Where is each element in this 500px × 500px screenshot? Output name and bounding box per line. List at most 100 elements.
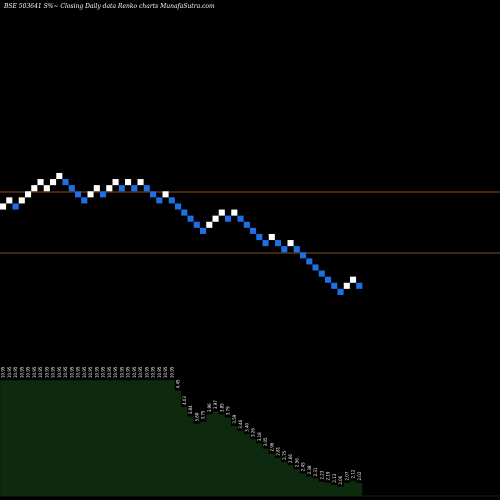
lower-panel-label: 10.95 [163, 366, 168, 378]
renko-brick-down [168, 197, 175, 204]
lower-panel-label: 2.12 [351, 469, 356, 478]
renko-brick-up [343, 282, 350, 289]
renko-brick-down [306, 258, 313, 265]
lower-panel-label: 10.95 [76, 366, 81, 378]
lower-panel-label: 10.95 [94, 366, 99, 378]
renko-brick-down [262, 240, 269, 247]
lower-panel-label: 10.95 [26, 366, 31, 378]
lower-panel-label: 3.97 [213, 400, 218, 409]
lower-panel-label: 3.84 [188, 405, 193, 414]
lower-panel-label: 2.45 [301, 462, 306, 471]
renko-brick-down [225, 215, 232, 222]
lower-panel-label: 2.06 [338, 475, 343, 484]
renko-brick-down [187, 215, 194, 222]
renko-brick-down [356, 282, 363, 289]
renko-brick-down [131, 185, 138, 192]
renko-brick-up [56, 172, 63, 180]
renko-brick-up [106, 185, 113, 192]
lower-panel-label: 2.07 [344, 471, 349, 480]
renko-brick-up [218, 209, 225, 216]
lower-panel-label: 10.95 [38, 366, 43, 378]
renko-brick-up [350, 276, 357, 283]
lower-panel-label: 3.79 [226, 406, 231, 415]
renko-brick-up [6, 197, 13, 204]
lower-panel-label: 10.95 [82, 366, 87, 378]
lower-panel-label: 2.56 [294, 458, 299, 467]
renko-brick-down [118, 185, 125, 192]
renko-brick-down [318, 270, 325, 277]
lower-panel: 10.95 10.95 10.95 10.95 10.95 10.95 10.95 10.95… [0, 366, 500, 497]
lower-panel-label: 10.95 [13, 366, 18, 378]
renko-brick-up [37, 179, 44, 186]
renko-brick-down [68, 185, 75, 192]
lower-panel-label: 4.45 [176, 379, 181, 388]
renko-brick-down [275, 240, 282, 247]
lower-panel-label: 3.68 [194, 412, 199, 421]
renko-brick-down [325, 276, 332, 283]
lower-panel-label: 3.18 [257, 432, 262, 441]
renko-brick-up [93, 185, 100, 192]
lower-panel-label: 4.03 [182, 396, 187, 405]
lower-panel-label: 2.19 [326, 471, 331, 480]
lower-panel-label: 10.95 [157, 366, 162, 378]
lower-panel-label: 10.95 [51, 366, 56, 378]
renko-brick-up [0, 203, 7, 210]
renko-brick-down [256, 233, 263, 241]
renko-brick-down [143, 185, 150, 192]
lower-panel-label: 10.95 [138, 366, 143, 378]
lower-panel-label: 2.75 [282, 450, 287, 459]
renko-brick-up [43, 185, 50, 192]
lower-panel-label: 10.95 [63, 366, 68, 378]
lower-panel-label: 10.95 [57, 366, 62, 378]
lower-panel-label: 10.95 [132, 366, 137, 378]
lower-panel-label: 10.95 [119, 366, 124, 378]
renko-brick-up [212, 215, 219, 222]
renko-brick-down [12, 203, 19, 210]
renko-brick-down [193, 221, 200, 228]
renko-brick-down [337, 288, 344, 295]
lower-panel-label: 10.95 [144, 366, 149, 378]
renko-brick-up [268, 233, 275, 241]
lower-panel-label: 10.95 [69, 366, 74, 378]
renko-brick-down [250, 227, 257, 234]
lower-panel-label: 10.95 [126, 366, 131, 378]
renko-brick-down [81, 197, 88, 204]
renko-brick-down [293, 246, 300, 253]
renko-brick-down [156, 197, 163, 204]
renko-brick-down [75, 191, 82, 198]
lower-panel-label: 10.95 [169, 366, 174, 378]
lower-panel-label: 3.85 [219, 403, 224, 412]
renko-brick-down [243, 221, 250, 228]
renko-bricks [0, 172, 363, 295]
renko-brick-up [206, 221, 213, 228]
renko-brick-up [31, 185, 38, 192]
lower-panel-label: 2.02 [357, 471, 362, 480]
renko-brick-up [137, 179, 144, 186]
chart-title: BSE 503641 S%~ Closing Daily data Renko … [3, 3, 215, 10]
renko-brick-up [25, 191, 32, 198]
lower-panel-label: 3.05 [263, 437, 268, 446]
lower-panel-label: 3.26 [251, 428, 256, 437]
renko-brick-down [300, 252, 307, 259]
lower-panel-label: 10.95 [7, 366, 12, 378]
lower-panel-label: 2.13 [332, 473, 337, 482]
renko-brick-down [62, 179, 69, 186]
lower-panel-label: 2.66 [288, 454, 293, 463]
lower-panel-label: 3.40 [244, 422, 249, 431]
lower-panel-label: 2.38 [307, 465, 312, 474]
lower-panel-label: 10.95 [107, 366, 112, 378]
lower-panel-label: 2.96 [269, 442, 274, 451]
renko-brick-up [87, 191, 94, 198]
lower-panel-label: 3.96 [207, 403, 212, 412]
renko-brick-down [312, 264, 319, 271]
renko-brick-up [50, 179, 57, 186]
renko-brick-down [281, 246, 288, 253]
renko-brick-up [112, 179, 119, 186]
renko-brick-down [200, 227, 207, 234]
renko-brick-down [237, 215, 244, 222]
lower-panel-label: 3.59 [232, 414, 237, 423]
lower-panel-label: 10.95 [1, 366, 6, 378]
reference-lines [0, 191, 500, 254]
lower-panel-label: 10.95 [32, 366, 37, 378]
lower-panel-label: 10.95 [151, 366, 156, 378]
